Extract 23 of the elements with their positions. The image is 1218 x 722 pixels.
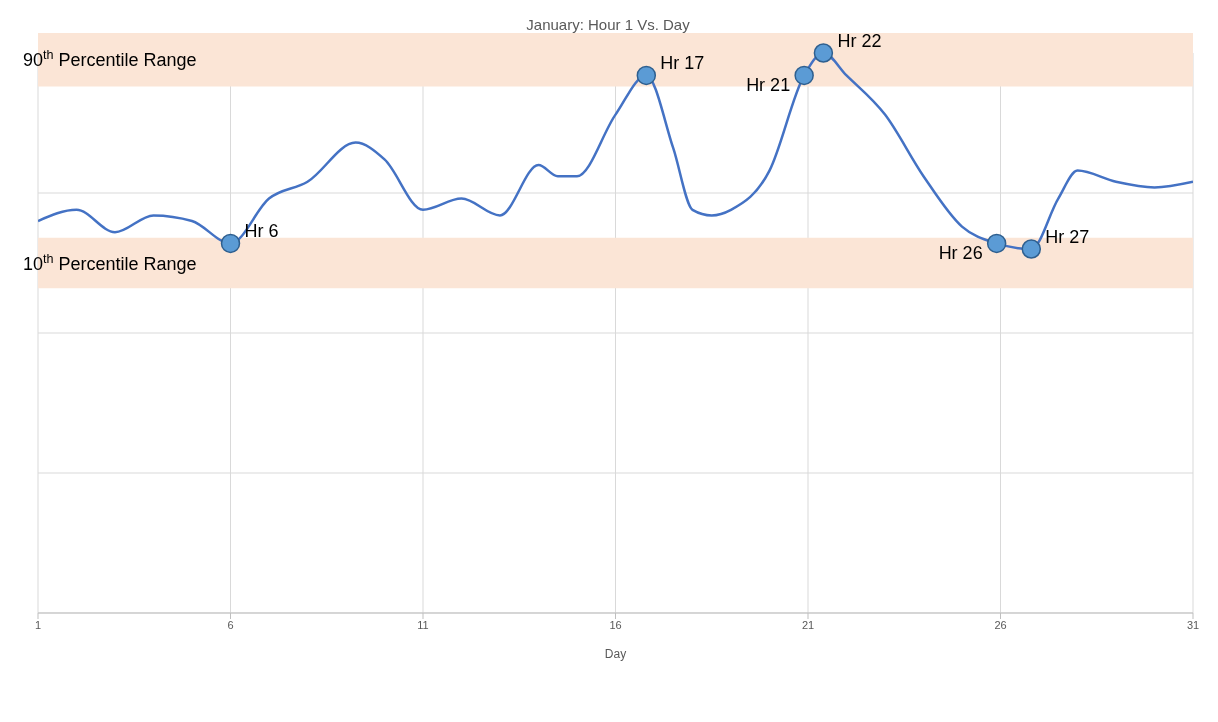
x-tick-label: 21 bbox=[801, 618, 815, 631]
annotation: Hr 6 bbox=[244, 221, 279, 242]
annotation: Hr 27 bbox=[1045, 227, 1090, 247]
point bbox=[636, 65, 657, 86]
x-tick-label: 26 bbox=[994, 618, 1007, 631]
chart-title: January: Hour 1 Vs. Day bbox=[526, 16, 690, 33]
band-label: 10$^{th}$ Percentile Range bbox=[23, 252, 197, 274]
annotation: Hr 26 bbox=[938, 243, 983, 264]
point bbox=[794, 65, 814, 86]
point bbox=[1021, 239, 1042, 259]
x-axis-title: Day bbox=[604, 647, 627, 661]
point bbox=[220, 233, 241, 254]
x-tick-label: 16 bbox=[609, 618, 622, 631]
point bbox=[986, 233, 1007, 254]
x-tick-label: 1 bbox=[34, 618, 42, 631]
band-label: 90$^{th}$ Percentile Range bbox=[23, 47, 197, 70]
point bbox=[813, 43, 834, 63]
x-tick-label: 11 bbox=[417, 618, 429, 631]
annotation: Hr 22 bbox=[837, 31, 882, 51]
x-tick-label: 31 bbox=[1186, 618, 1200, 631]
x-tick-label: 6 bbox=[227, 618, 234, 631]
annotation: Hr 21 bbox=[746, 75, 791, 96]
annotation: Hr 17 bbox=[660, 53, 705, 74]
